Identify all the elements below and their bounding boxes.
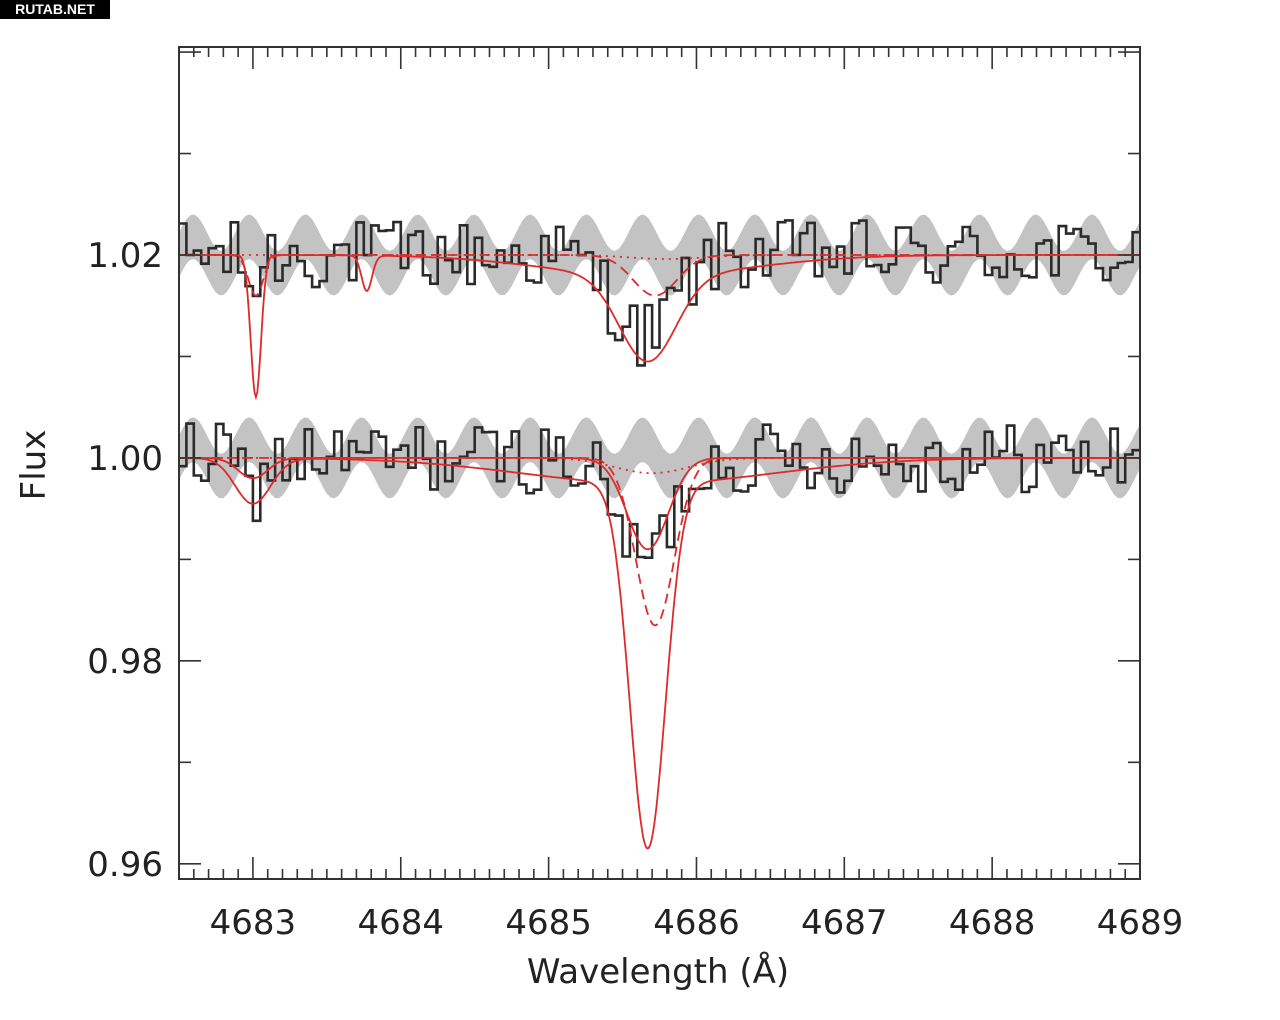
model-spectrum-2 <box>179 254 1140 297</box>
plot-frame <box>178 46 1141 880</box>
y-tick-label: 1.00 <box>87 439 163 479</box>
uncertainty-bands <box>179 214 1140 499</box>
plot-area <box>179 214 1140 850</box>
uncertainty-band-2 <box>179 417 1140 499</box>
x-tick-label: 4684 <box>358 903 445 943</box>
y-tick-label: 0.96 <box>87 845 163 885</box>
y-axis-title: Flux <box>14 430 54 501</box>
axis-ticks: 4683 4684 4685 4686 4687 4688 4689 0.96 0.98 1.00… <box>87 47 1183 943</box>
uncertainty-band-1 <box>179 214 1140 296</box>
x-tick-label: 4689 <box>1097 903 1184 943</box>
model-spectrum-6 <box>179 457 1140 627</box>
observed-spectrum-1 <box>179 219 1140 367</box>
x-tick-label: 4687 <box>801 903 888 943</box>
x-tick-label: 4688 <box>949 903 1036 943</box>
observed-spectra <box>179 219 1140 559</box>
observed-spectrum-2 <box>179 422 1140 559</box>
y-tick-label: 0.98 <box>87 642 163 682</box>
x-tick-label: 4686 <box>653 903 740 943</box>
x-axis-title: Wavelength (Å) <box>527 951 789 992</box>
y-tick-label: 1.02 <box>87 236 163 276</box>
x-tick-label: 4685 <box>505 903 592 943</box>
watermark-logo: RUTAB.NET <box>0 0 110 19</box>
x-tick-label: 4683 <box>210 903 297 943</box>
model-spectra <box>179 254 1140 850</box>
